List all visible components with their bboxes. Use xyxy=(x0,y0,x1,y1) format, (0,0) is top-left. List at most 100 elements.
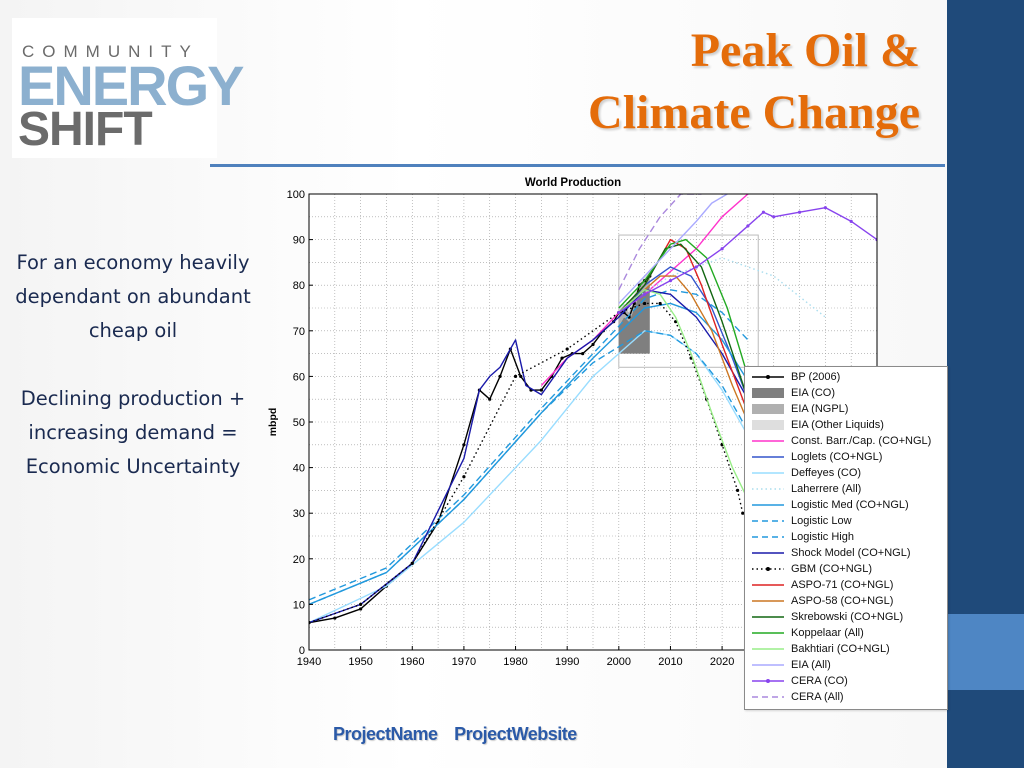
legend-entry-aspo-71-co-ngl: ASPO-71 (CO+NGL) xyxy=(745,577,947,593)
series-line-eia-all xyxy=(618,194,728,304)
x-tick-label: 1950 xyxy=(348,656,372,668)
legend-label-deffeyes-co: Deffeyes (CO) xyxy=(791,467,862,479)
legend-swatch-gbm-co-ngl xyxy=(752,567,784,571)
legend-swatch-const-barr-cap-co-ngl xyxy=(752,440,784,442)
y-tick-label: 30 xyxy=(293,508,305,520)
series-point-cera-co xyxy=(746,224,750,228)
legend-swatch-laherrere-all xyxy=(752,488,784,490)
series-line-shock-model-co-ngl xyxy=(309,289,749,624)
legend-label-loglets-co-ngl: Loglets (CO+NGL) xyxy=(791,451,883,463)
series-point-bp-2006 xyxy=(539,388,543,392)
logo-line-energy: ENERGY xyxy=(18,54,244,117)
series-point-gbm-co-ngl xyxy=(565,347,569,351)
sidebar-accent xyxy=(947,614,1024,690)
legend-swatch-loglets-co-ngl xyxy=(752,456,784,458)
x-tick-label: 2000 xyxy=(607,656,631,668)
legend-entry-deffeyes-co: Deffeyes (CO) xyxy=(745,465,947,481)
series-point-bp-2006 xyxy=(498,374,502,378)
legend-swatch-skrebowski-co-ngl xyxy=(752,616,784,618)
x-tick-label: 1940 xyxy=(297,656,321,668)
logo-line-community: COMMUNITY xyxy=(22,42,199,61)
y-tick-label: 100 xyxy=(287,189,305,201)
x-tick-label: 1970 xyxy=(452,656,476,668)
legend-label-gbm-co-ngl: GBM (CO+NGL) xyxy=(791,563,872,575)
legend-swatch-cera-all xyxy=(752,696,784,698)
legend-swatch-eia-ngpl xyxy=(752,404,784,414)
x-tick-label: 1990 xyxy=(555,656,579,668)
y-tick-label: 60 xyxy=(293,371,305,383)
y-tick-label: 20 xyxy=(293,554,305,566)
series-point-cera-co xyxy=(761,210,765,214)
series-point-cera-co xyxy=(694,265,698,269)
legend-entry-laherrere-all: Laherrere (All) xyxy=(745,481,947,497)
legend-label-aspo-58-co-ngl: ASPO-58 (CO+NGL) xyxy=(791,595,894,607)
legend-swatch-aspo-71-co-ngl xyxy=(752,584,784,586)
legend-swatch-logistic-med-co-ngl xyxy=(752,504,784,506)
y-tick-label: 10 xyxy=(293,599,305,611)
legend-entry-cera-all: CERA (All) xyxy=(745,689,947,705)
legend-label-shock-model-co-ngl: Shock Model (CO+NGL) xyxy=(791,547,911,559)
y-tick-label: 90 xyxy=(293,235,305,247)
x-tick-label: 2020 xyxy=(710,656,734,668)
series-line-cera-all xyxy=(618,194,702,291)
x-tick-label: 1960 xyxy=(400,656,424,668)
series-point-gbm-co-ngl xyxy=(735,488,740,492)
y-tick-label: 70 xyxy=(293,326,305,338)
series-point-gbm-co-ngl xyxy=(658,301,662,306)
legend-swatch-eia-other-liquids xyxy=(752,420,784,430)
y-tick-label: 50 xyxy=(293,417,305,429)
legend-label-eia-other-liquids: EIA (Other Liquids) xyxy=(791,419,884,431)
series-point-bp-2006 xyxy=(581,352,585,356)
series-point-gbm-co-ngl xyxy=(462,475,466,479)
series-line-bakhtiari-co-ngl xyxy=(618,289,749,500)
series-point-gbm-co-ngl xyxy=(643,301,647,306)
legend-swatch-logistic-high xyxy=(752,536,784,538)
legend-swatch-shock-model-co-ngl xyxy=(752,552,784,554)
body-paragraph-1: For an economy heavily dependant on abun… xyxy=(15,251,251,342)
chart-title: World Production xyxy=(525,177,621,189)
chart-legend: BP (2006) EIA (CO) EIA (NGPL) EIA (Other Li… xyxy=(744,366,948,710)
legend-label-laherrere-all: Laherrere (All) xyxy=(791,483,862,495)
legend-swatch-eia-all xyxy=(752,664,784,666)
series-point-bp-2006 xyxy=(462,443,466,447)
y-axis-label: mbpd xyxy=(267,408,279,437)
series-line-koppelaar-all xyxy=(618,238,749,377)
legend-entry-eia-co: EIA (CO) xyxy=(745,385,947,401)
footer-project-website: ProjectWebsite xyxy=(454,724,577,744)
series-point-bp-2006 xyxy=(488,397,492,401)
series-point-bp-2006 xyxy=(519,374,523,378)
footer-project-name: ProjectName xyxy=(333,724,438,744)
slide-title: Peak Oil & Climate Change xyxy=(588,20,920,144)
legend-swatch-aspo-58-co-ngl xyxy=(752,600,784,602)
series-point-gbm-co-ngl xyxy=(513,374,518,378)
legend-label-eia-ngpl: EIA (NGPL) xyxy=(791,403,849,415)
series-point-gbm-co-ngl xyxy=(674,320,678,324)
series-point-cera-co xyxy=(668,279,673,283)
legend-swatch-cera-co xyxy=(752,679,784,683)
legend-label-const-barr-cap-co-ngl: Const. Barr./Cap. (CO+NGL) xyxy=(791,435,932,447)
uncertainty-box xyxy=(618,234,759,368)
band-eia-other-liquids- xyxy=(618,271,650,313)
series-point-cera-co xyxy=(797,210,802,214)
slide-title-line-1: Peak Oil & xyxy=(690,24,920,77)
series-line-deffeyes-co xyxy=(309,330,749,624)
legend-entry-logistic-low: Logistic Low xyxy=(745,513,947,529)
slide-footer: ProjectName ProjectWebsite xyxy=(333,724,589,745)
x-tick-label: 2010 xyxy=(658,656,682,668)
x-tick-label: 1980 xyxy=(503,656,527,668)
series-line-gbm-co-ngl xyxy=(309,302,744,624)
legend-entry-logistic-high: Logistic High xyxy=(745,529,947,545)
legend-label-aspo-71-co-ngl: ASPO-71 (CO+NGL) xyxy=(791,579,894,591)
legend-label-bp-2006: BP (2006) xyxy=(791,371,841,383)
legend-swatch-logistic-low xyxy=(752,520,784,522)
legend-label-logistic-high: Logistic High xyxy=(791,531,854,543)
series-point-cera-co xyxy=(720,247,724,251)
legend-entry-gbm-co-ngl: GBM (CO+NGL) xyxy=(745,561,947,577)
series-line-skrebowski-co-ngl xyxy=(618,243,749,400)
legend-entry-bakhtiari-co-ngl: Bakhtiari (CO+NGL) xyxy=(745,641,947,657)
series-point-gbm-co-ngl xyxy=(359,602,363,606)
series-point-gbm-co-ngl xyxy=(410,561,414,565)
title-divider xyxy=(210,164,945,167)
legend-entry-skrebowski-co-ngl: Skrebowski (CO+NGL) xyxy=(745,609,947,625)
legend-entry-aspo-58-co-ngl: ASPO-58 (CO+NGL) xyxy=(745,593,947,609)
